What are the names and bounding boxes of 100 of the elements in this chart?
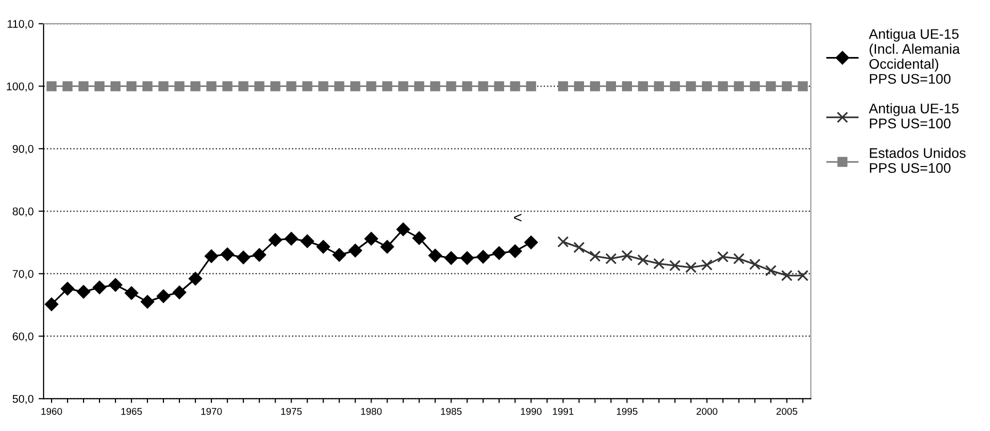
point	[174, 81, 184, 92]
point	[653, 258, 665, 270]
y-tick-label: 100,0	[6, 82, 34, 92]
point	[621, 250, 633, 262]
point	[318, 81, 328, 92]
point	[316, 240, 330, 254]
point	[430, 81, 440, 92]
point	[444, 251, 458, 265]
point	[254, 81, 264, 92]
point	[670, 81, 680, 92]
point	[126, 81, 136, 92]
point	[142, 81, 152, 92]
point	[622, 81, 632, 92]
point	[733, 252, 745, 264]
point	[188, 272, 202, 286]
point	[766, 81, 776, 92]
point	[94, 81, 105, 92]
point	[492, 246, 506, 260]
legend-label: Estados Unidos PPS US=100	[870, 148, 966, 173]
point	[414, 81, 424, 92]
point	[412, 231, 426, 245]
point	[765, 264, 777, 276]
point	[300, 234, 314, 248]
point	[685, 262, 697, 274]
point	[573, 242, 585, 254]
point	[702, 81, 712, 92]
point	[797, 270, 809, 282]
point	[686, 81, 696, 92]
point	[158, 81, 168, 92]
point	[734, 81, 744, 92]
point	[284, 232, 298, 246]
x-tick-label: 1970	[201, 408, 222, 415]
point	[574, 81, 584, 92]
point	[348, 244, 362, 258]
point	[366, 81, 376, 92]
x-tick-label: 1975	[281, 408, 302, 415]
x-tick-label: 2005	[776, 408, 798, 415]
legend-label: Antigua UE-15 (Incl. Alemania Occidental) PPS US=100	[868, 28, 960, 84]
point	[637, 254, 649, 266]
point	[382, 81, 392, 92]
point	[396, 222, 410, 236]
point	[44, 298, 58, 312]
point	[110, 81, 120, 92]
y-tick-label: 110,0	[8, 20, 34, 30]
point	[558, 81, 568, 92]
point	[508, 244, 522, 258]
point	[462, 81, 472, 92]
point	[605, 252, 617, 264]
point	[510, 81, 520, 92]
point	[398, 81, 408, 92]
point	[750, 81, 760, 92]
point	[557, 236, 569, 248]
x-tick-label: 1995	[616, 408, 638, 415]
point	[156, 289, 170, 303]
point	[332, 248, 346, 262]
point	[220, 248, 234, 262]
point	[222, 81, 232, 92]
point	[206, 81, 216, 92]
point	[78, 81, 89, 92]
x-tick-label: 1960	[41, 408, 62, 415]
x-tick-label: 1990	[521, 408, 542, 415]
point	[286, 81, 296, 92]
point	[446, 81, 456, 92]
point	[749, 258, 761, 270]
point	[476, 250, 490, 264]
point	[46, 81, 57, 92]
point	[526, 81, 536, 92]
point	[701, 259, 713, 271]
point	[718, 81, 728, 92]
point	[302, 81, 312, 92]
point	[62, 81, 73, 92]
point	[589, 250, 601, 262]
point	[428, 248, 442, 262]
point	[638, 81, 648, 92]
point	[124, 286, 138, 300]
point	[236, 250, 250, 264]
point	[270, 81, 280, 92]
point	[140, 295, 154, 309]
point	[781, 270, 793, 282]
point	[654, 81, 664, 92]
y-tick-label: 80,0	[12, 207, 34, 217]
legend-label: Antigua UE-15 PPS US=100	[868, 103, 959, 128]
point	[238, 81, 248, 92]
x-tick-label: 1980	[361, 408, 382, 415]
point	[717, 251, 729, 263]
point	[108, 278, 122, 292]
point	[172, 286, 186, 300]
point	[252, 248, 266, 262]
x-tick-label: 1985	[441, 408, 462, 415]
point	[478, 81, 488, 92]
point	[92, 280, 106, 294]
x-tick-label: 2000	[696, 408, 718, 415]
point	[380, 240, 394, 254]
point	[76, 285, 90, 299]
point	[350, 81, 360, 92]
y-tick-label: 60,0	[12, 332, 34, 342]
point	[60, 282, 74, 296]
x-tick-label: 1991	[552, 408, 574, 415]
point	[669, 260, 681, 272]
point	[460, 251, 474, 265]
